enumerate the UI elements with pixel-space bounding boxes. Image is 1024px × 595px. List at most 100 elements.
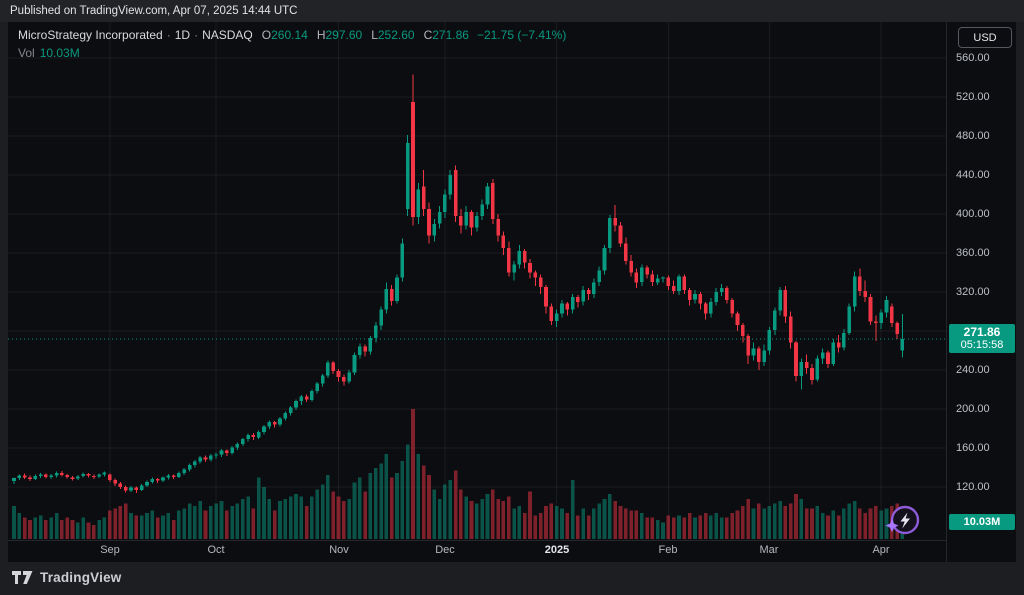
volume-bar: [421, 465, 426, 539]
candle-body: [177, 472, 181, 477]
volume-bar: [134, 515, 139, 539]
candle-body: [320, 375, 325, 384]
candle-body: [810, 368, 814, 380]
volume-bar: [459, 489, 463, 539]
volume-bar: [613, 501, 617, 539]
price-chart[interactable]: [8, 22, 946, 540]
volume-bar: [54, 513, 59, 539]
volume-bar: [799, 498, 804, 539]
volume-bar: [640, 513, 644, 539]
volume-bar: [155, 517, 160, 539]
candle-body: [757, 348, 761, 363]
candle-body: [315, 383, 319, 391]
volume-bar: [629, 510, 633, 539]
volume-bar: [868, 508, 873, 539]
volume-bar: [581, 508, 585, 539]
candle-body: [76, 476, 80, 479]
candle-body: [310, 391, 314, 400]
candle-body: [826, 352, 830, 365]
volume-bar: [60, 520, 64, 539]
lightning-badge[interactable]: [884, 502, 922, 540]
volume-bar: [496, 498, 500, 539]
volume-bar: [735, 510, 740, 539]
volume-bar: [815, 505, 820, 539]
volume-bar: [166, 513, 171, 539]
volume-bar: [725, 517, 729, 539]
price-axis[interactable]: USD 560.00 520.00 480.00 440.00 400.00 360.00…: [946, 22, 1016, 562]
candle-body: [629, 260, 633, 273]
volume-bar: [491, 489, 495, 539]
candle-body: [203, 457, 208, 460]
volume-bar: [443, 484, 447, 539]
volume-bar: [682, 517, 687, 539]
volume-bar: [645, 517, 649, 539]
volume-bar: [501, 501, 506, 539]
candle-body: [842, 332, 846, 348]
volume-bar: [773, 503, 777, 539]
volume-bar: [331, 491, 335, 539]
chart-panel: MicroStrategy Incorporated · 1D · NASDAQ O260…: [8, 22, 1016, 562]
volume-bar: [342, 501, 346, 539]
candle-body: [134, 487, 139, 490]
candle-body: [831, 342, 836, 365]
volume-bar: [246, 496, 250, 539]
volume-bar: [485, 494, 490, 539]
volume-bar: [709, 515, 713, 539]
volume-bar: [618, 505, 623, 539]
volume-bar: [299, 496, 304, 539]
candle-body: [166, 475, 171, 478]
candle-body: [581, 290, 585, 302]
candle-body: [794, 342, 798, 376]
candle-body: [655, 278, 660, 283]
volume-bar: [374, 468, 378, 539]
volume-bar: [283, 498, 288, 539]
tradingview-logo[interactable]: TradingView: [12, 570, 121, 585]
volume-bar: [81, 517, 85, 539]
volume-bar: [405, 444, 410, 539]
candle-body: [507, 248, 511, 273]
volume-bar: [757, 503, 761, 539]
volume-bar: [794, 494, 798, 539]
time-axis-label: 2025: [544, 544, 570, 556]
candle-body: [735, 313, 740, 326]
candle-body: [432, 223, 437, 236]
candle-body: [193, 461, 197, 465]
volume-bar: [368, 472, 373, 539]
time-axis-label: Feb: [658, 544, 678, 556]
candle-body: [416, 189, 421, 217]
candle-body: [645, 267, 649, 275]
candle-body: [618, 225, 623, 244]
volume-bar: [225, 510, 229, 539]
candle-body: [570, 296, 575, 310]
volume-bar: [698, 515, 703, 539]
time-axis[interactable]: Sep Oct Nov Dec 2025 Feb Mar Apr: [8, 540, 946, 562]
volume-bar: [810, 508, 814, 539]
candle-body: [804, 362, 809, 369]
volume-bar: [187, 503, 192, 539]
published-text: Published on TradingView.com, Apr 07, 20…: [10, 5, 298, 17]
volume-bar: [512, 508, 516, 539]
candle-body: [358, 346, 362, 355]
candle-body: [448, 175, 452, 195]
volume-bar: [634, 510, 639, 539]
candle-body: [145, 482, 149, 486]
candle-body: [123, 487, 128, 491]
candle-body: [81, 473, 85, 477]
volume-bar: [209, 505, 213, 539]
volume-bar: [97, 520, 101, 539]
volume-bar: [741, 505, 745, 539]
volume-bar: [554, 505, 559, 539]
time-axis-label: Mar: [759, 544, 779, 556]
volume-bar: [177, 510, 181, 539]
published-bar: Published on TradingView.com, Apr 07, 20…: [0, 0, 1024, 22]
volume-bar: [193, 505, 197, 539]
candle-body: [640, 267, 644, 283]
currency-toggle-button[interactable]: USD: [958, 27, 1012, 48]
candle-body: [304, 396, 309, 400]
price-tick-label: 520.00: [956, 91, 990, 103]
candle-body: [602, 248, 607, 271]
candle-body: [725, 288, 729, 300]
volume-bar: [719, 517, 724, 539]
candle-body: [44, 474, 48, 478]
volume-bar: [858, 508, 862, 539]
